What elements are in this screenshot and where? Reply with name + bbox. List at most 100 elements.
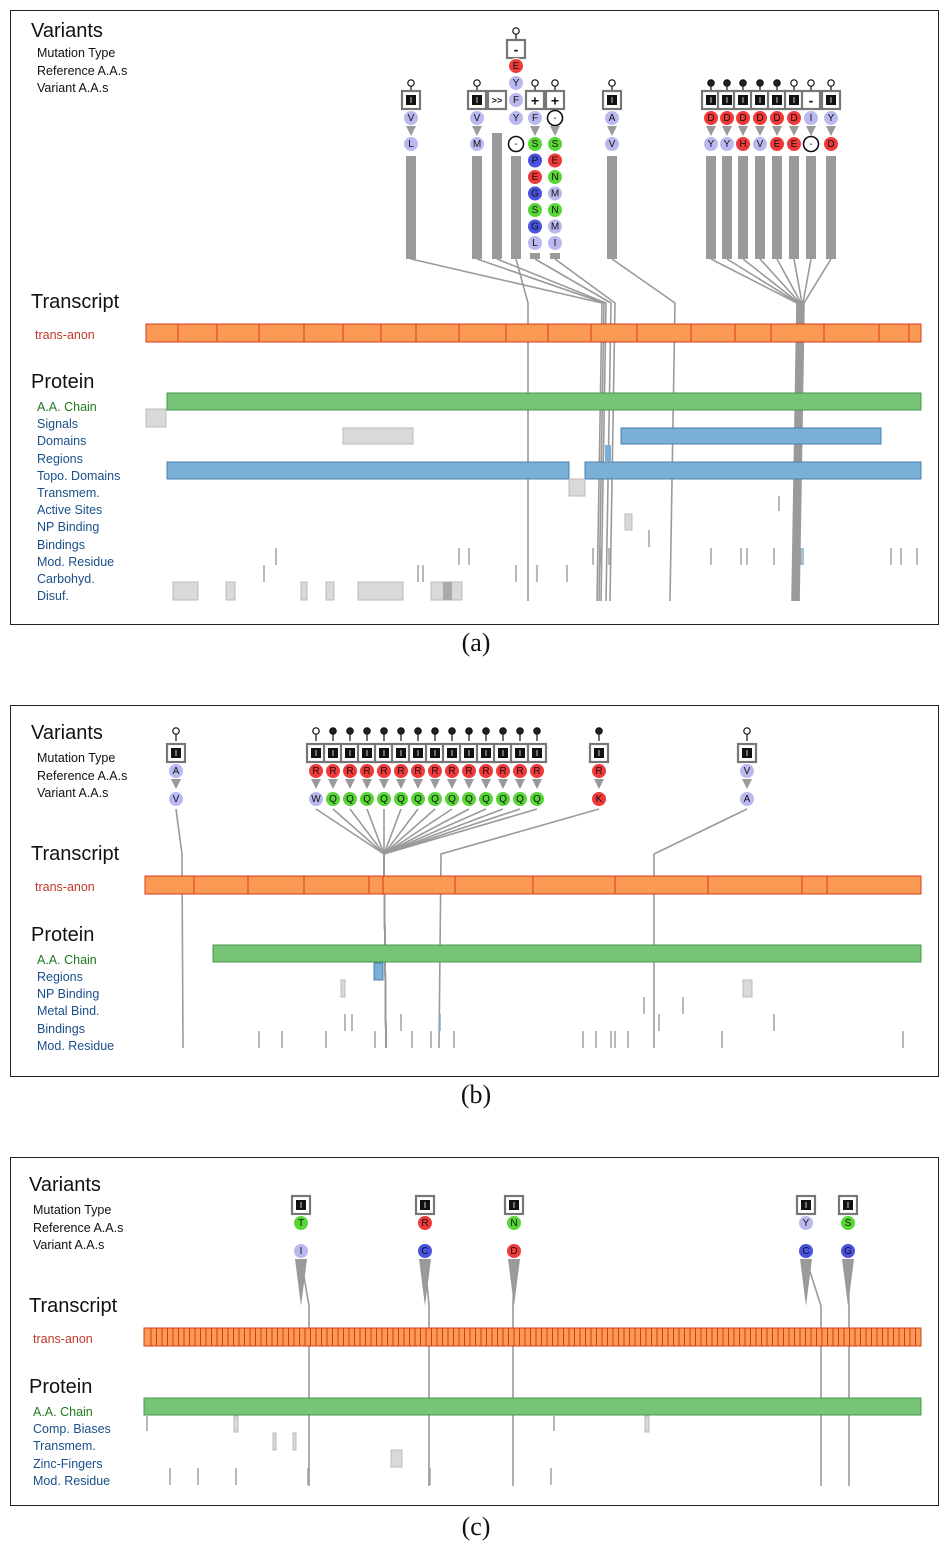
mut-box-symbol: I: [400, 749, 402, 758]
mut-box-fill: [594, 748, 604, 758]
variant-connector-line: [776, 258, 802, 602]
mut-box-symbol: I: [536, 749, 538, 758]
amino-acid-node: Y: [703, 136, 719, 152]
mut-box-symbol: I: [417, 749, 419, 758]
reference-aa-label: Reference A.A.s: [37, 64, 127, 78]
aa-circle: [798, 1215, 814, 1231]
track-labels: A.A. Chain Regions NP Binding Metal Bind…: [37, 953, 114, 1053]
amino-acid-node: S: [527, 136, 543, 152]
amino-acid-node: V: [739, 763, 755, 779]
mutation-type-box: I: [458, 742, 480, 764]
aa-circle: [786, 110, 802, 126]
aa-letter: Q: [363, 794, 371, 805]
amino-acid-node: W: [308, 791, 324, 807]
aa-chain-bar: [166, 392, 922, 411]
caption-b: (b): [460, 1080, 492, 1109]
aa-letter: S: [552, 139, 559, 150]
aa-circle: [461, 763, 477, 779]
variant-connector-wedge: [345, 779, 355, 789]
mut-box-fill: [801, 1200, 811, 1210]
amino-acid-node: Q: [495, 791, 511, 807]
pin-filled: [756, 79, 764, 87]
aa-letter: T: [298, 1218, 304, 1229]
deletion-circle: [802, 135, 820, 153]
amino-acid-node: R: [417, 1215, 433, 1231]
pin-open: [608, 79, 616, 87]
aa-letter: L: [408, 139, 414, 150]
transcript-name: trans-anon: [33, 1332, 93, 1346]
variant-connector-line: [759, 258, 801, 602]
aa-circle: [786, 136, 802, 152]
aa-letter: Q: [482, 794, 490, 805]
mut-box-fill: [413, 748, 423, 758]
aa-circle: [403, 136, 419, 152]
aa-circle: [376, 791, 392, 807]
aa-letter: M: [473, 139, 481, 150]
pin-filled: [499, 727, 507, 735]
aa-letter: Q: [431, 794, 439, 805]
aa-circle: [735, 136, 751, 152]
aa-letter: R: [431, 766, 438, 777]
aa-letter: V: [408, 113, 415, 124]
amino-acid-node: Y: [719, 136, 735, 152]
pin-filled: [346, 727, 354, 735]
mut-box-symbol: I: [300, 1201, 302, 1210]
amino-acid-node: A: [168, 763, 184, 779]
variant-connector-wedge: [532, 779, 542, 789]
aa-letter: C: [421, 1246, 428, 1257]
variant-connector-line: [438, 808, 600, 1049]
aa-circle: [293, 1215, 309, 1231]
variant-connector-line: [496, 258, 607, 602]
mut-box-fill: [772, 95, 782, 105]
variant-connector-wedge: [706, 126, 716, 136]
track-label: Topo. Domains: [37, 469, 120, 483]
aa-letter: R: [448, 766, 455, 777]
amino-acid-node: Q: [410, 791, 426, 807]
aa-circle: [512, 763, 528, 779]
panel-c: Variants Mutation Type Reference A.A.s V…: [10, 1157, 939, 1506]
protein-heading: Protein: [29, 1376, 92, 1398]
variant-connector-wedge: [594, 779, 604, 789]
topo-domain-feature: [584, 461, 922, 480]
aa-circle: [376, 763, 392, 779]
mut-box-fill: [742, 748, 752, 758]
caption-c: (c): [461, 1512, 491, 1541]
mut-box-fill: [843, 1200, 853, 1210]
aa-letter: Q: [499, 794, 507, 805]
amino-acid-node: Q: [393, 791, 409, 807]
pin-filled: [448, 727, 456, 735]
aa-letter: I: [300, 1246, 303, 1257]
aa-letter: F: [513, 95, 519, 106]
variant-stem: [492, 133, 502, 259]
amino-acid-node: R: [342, 763, 358, 779]
mut-box-fill: [296, 1200, 306, 1210]
mutation-type-box: I: [492, 742, 514, 764]
aa-letter: -: [809, 139, 812, 150]
pin-open: [531, 79, 539, 87]
aa-letter: D: [756, 113, 763, 124]
aa-circle: [506, 1215, 522, 1231]
track-label: Zinc-Fingers: [33, 1457, 102, 1471]
variant-stem: [530, 253, 540, 259]
pin-open: [172, 727, 180, 735]
variant-stem: [472, 156, 482, 259]
track-labels: A.A. Chain Comp. Biases Transmem. Zinc-F…: [33, 1405, 111, 1488]
aa-circle: [478, 791, 494, 807]
transcript-heading: Transcript: [29, 1295, 118, 1317]
amino-acid-node: Q: [325, 791, 341, 807]
mutation-type-box: I: [339, 742, 361, 764]
amino-acid-node: Q: [376, 791, 392, 807]
aa-letter: R: [482, 766, 489, 777]
aa-circle: [527, 185, 543, 202]
aa-letter: V: [173, 794, 180, 805]
pin-filled: [397, 727, 405, 735]
mutation-type-box: I: [526, 742, 548, 764]
variant-connector-line: [424, 1258, 430, 1486]
aa-circle: [547, 169, 563, 185]
variant-stem: [789, 156, 799, 259]
aa-circle: [508, 110, 524, 126]
amino-acid-node: Q: [478, 791, 494, 807]
variant-connector-line: [805, 1258, 822, 1486]
aa-letter: R: [312, 766, 319, 777]
protein-heading: Protein: [31, 371, 94, 393]
